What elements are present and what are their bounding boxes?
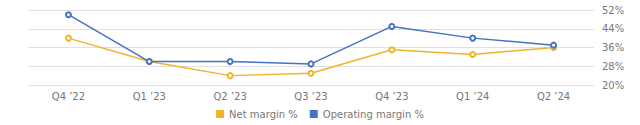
svg-text:Q2 ’24: Q2 ’24 xyxy=(537,91,570,102)
svg-text:Q1 ’24: Q1 ’24 xyxy=(456,91,489,102)
svg-text:20%: 20% xyxy=(602,80,624,91)
svg-text:36%: 36% xyxy=(602,42,624,53)
svg-text:Q1 ’23: Q1 ’23 xyxy=(133,91,166,102)
svg-text:Operating margin %: Operating margin % xyxy=(323,109,424,120)
svg-text:Net margin %: Net margin % xyxy=(229,109,298,120)
svg-text:Q2 ’23: Q2 ’23 xyxy=(213,91,246,102)
svg-text:28%: 28% xyxy=(602,61,624,72)
svg-text:44%: 44% xyxy=(602,23,624,34)
svg-text:52%: 52% xyxy=(602,5,624,16)
svg-text:Q4 ’22: Q4 ’22 xyxy=(52,91,85,102)
svg-text:Q3 ’23: Q3 ’23 xyxy=(294,91,327,102)
svg-text:Q4 ’23: Q4 ’23 xyxy=(375,91,408,102)
